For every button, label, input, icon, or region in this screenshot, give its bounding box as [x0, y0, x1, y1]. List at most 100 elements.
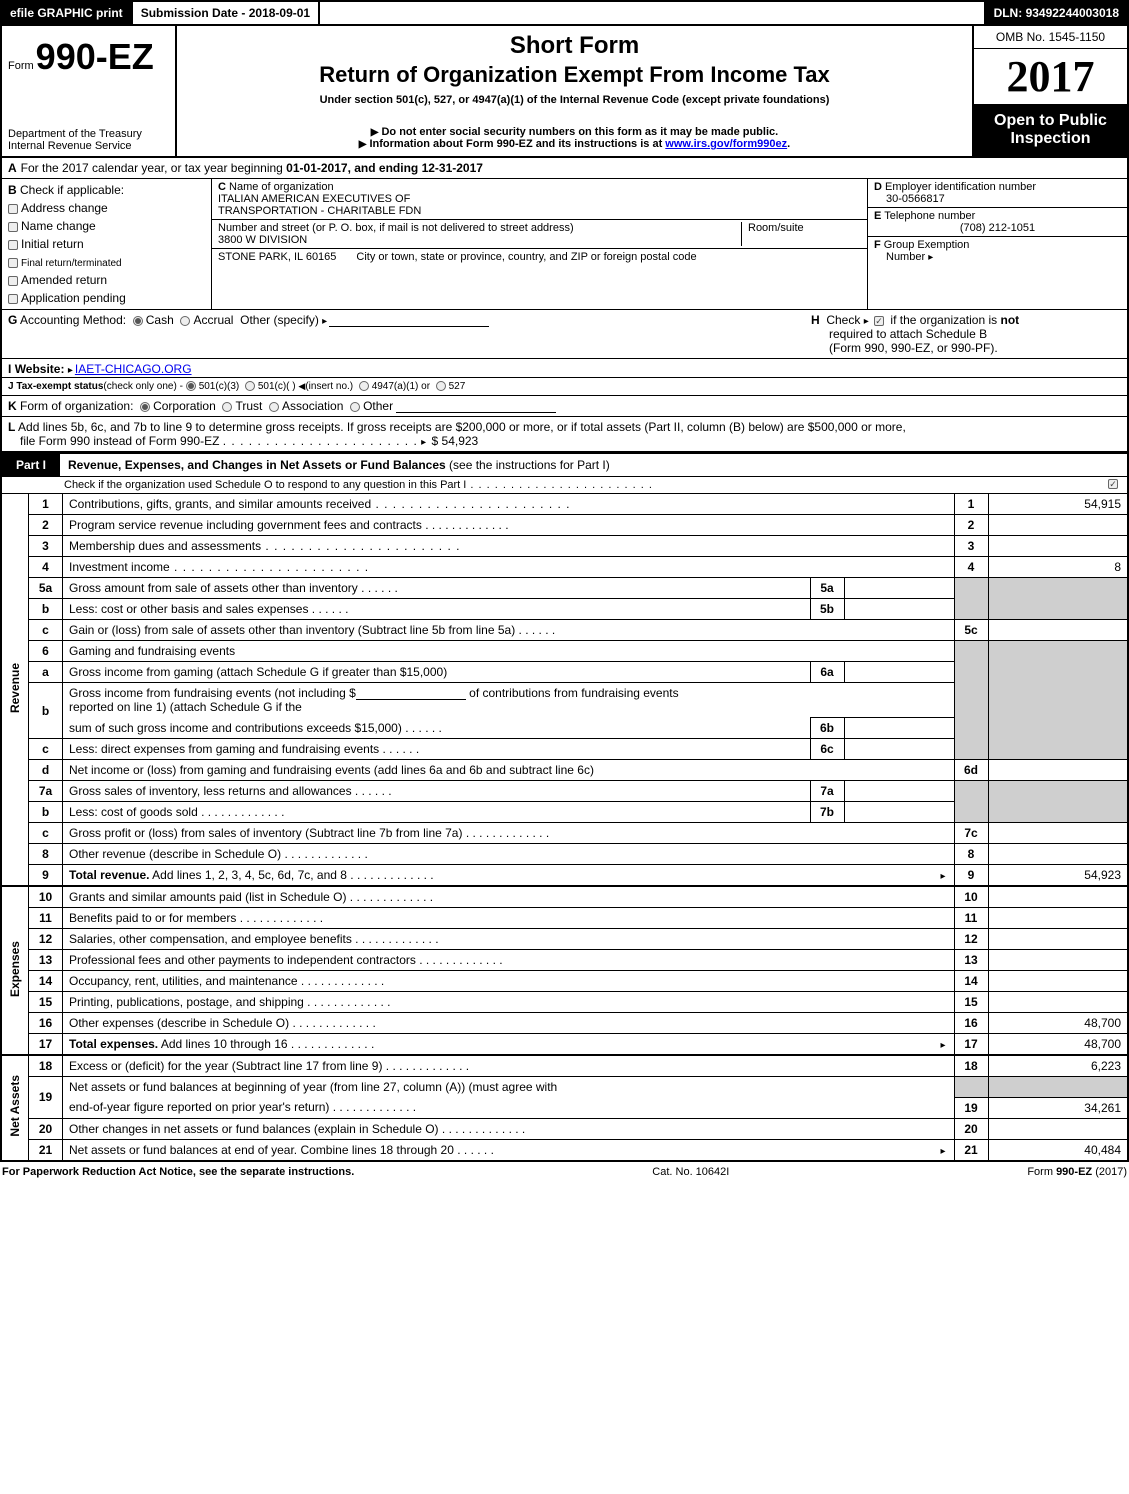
line-desc: Gaming and fundraising events [63, 641, 955, 662]
rval [988, 760, 1128, 781]
line-11: 11 Benefits paid to or for members 11 [1, 908, 1128, 929]
line-num: 11 [29, 908, 63, 929]
rval: 6,223 [988, 1055, 1128, 1077]
rnum-shade [954, 641, 988, 760]
omb-number: OMB No. 1545-1150 [974, 26, 1127, 49]
rval-shade [988, 641, 1128, 760]
part-1-table: Revenue 1 Contributions, gifts, grants, … [0, 493, 1129, 1162]
line-desc: Gross sales of inventory, less returns a… [69, 784, 352, 798]
g-other-blank[interactable] [329, 315, 489, 327]
page-footer: For Paperwork Reduction Act Notice, see … [0, 1162, 1129, 1182]
line-desc: Other revenue (describe in Schedule O) [69, 847, 281, 861]
h-post1: if the organization is [890, 313, 1000, 327]
dots [515, 623, 555, 637]
dln: DLN: 93492244003018 [984, 0, 1129, 26]
arrow-icon [322, 313, 329, 327]
radio-trust[interactable] [222, 402, 232, 412]
room-label: Room/suite [748, 222, 804, 234]
rnum: 3 [954, 536, 988, 557]
checkbox-application-pending[interactable] [8, 294, 18, 304]
radio-association[interactable] [269, 402, 279, 412]
vtab-revenue-label: Revenue [8, 663, 22, 713]
h-post2: required to attach Schedule B [811, 327, 987, 341]
rval [988, 950, 1128, 971]
line-8: 8 Other revenue (describe in Schedule O)… [1, 844, 1128, 865]
line-10: Expenses 10 Grants and similar amounts p… [1, 886, 1128, 908]
k-other-blank[interactable] [396, 401, 556, 413]
opt-name-change: Name change [21, 219, 96, 233]
subnum: 6b [810, 718, 844, 739]
rnum: 20 [954, 1118, 988, 1139]
subval [844, 718, 954, 739]
checkbox-amended-return[interactable] [8, 276, 18, 286]
line-num: 14 [29, 971, 63, 992]
arrow-icon [940, 1037, 947, 1051]
line-num: b [29, 802, 63, 823]
dots [281, 847, 368, 861]
h-pre: Check [826, 313, 860, 327]
arrow-icon [940, 868, 947, 882]
line-5a: 5a Gross amount from sale of assets othe… [1, 578, 1128, 599]
radio-527[interactable] [436, 381, 446, 391]
part-1-header: Part I Revenue, Expenses, and Changes in… [0, 453, 1129, 477]
section-a-end: 12-31-2017 [422, 161, 483, 175]
line-19-2: end-of-year figure reported on prior yea… [1, 1097, 1128, 1118]
checkbox-final-return[interactable] [8, 258, 18, 268]
part-1-subcheck: Check if the organization used Schedule … [0, 477, 1129, 493]
radio-other[interactable] [350, 402, 360, 412]
radio-4947[interactable] [359, 381, 369, 391]
dots [198, 805, 285, 819]
opt-initial-return: Initial return [21, 237, 84, 251]
line-num: 4 [29, 557, 63, 578]
dots [289, 1016, 376, 1030]
radio-501c3[interactable] [186, 381, 196, 391]
open-public-1: Open to Public [978, 112, 1123, 130]
line-num: 17 [29, 1034, 63, 1056]
vtab-net-assets-label: Net Assets [8, 1075, 22, 1137]
rnum: 15 [954, 992, 988, 1013]
instructions-link[interactable]: www.irs.gov/form990ez [665, 138, 787, 150]
dln-label: DLN: [994, 6, 1026, 20]
checkbox-initial-return[interactable] [8, 240, 18, 250]
rval [988, 620, 1128, 641]
g-accrual: Accrual [193, 313, 233, 327]
line-9: 9 Total revenue. Add lines 1, 2, 3, 4, 5… [1, 865, 1128, 887]
rval: 54,915 [988, 494, 1128, 515]
radio-501c[interactable] [245, 381, 255, 391]
line-num: 8 [29, 844, 63, 865]
rnum-shade [954, 578, 988, 620]
j-o2: 501(c)( ) [258, 381, 296, 392]
rnum: 10 [954, 886, 988, 908]
rval: 40,484 [988, 1139, 1128, 1161]
subnum: 7b [810, 802, 844, 823]
dots [346, 890, 433, 904]
line-desc: Contributions, gifts, grants, and simila… [69, 497, 371, 511]
checkbox-schedule-o[interactable] [1108, 479, 1118, 489]
checkbox-h[interactable] [874, 316, 884, 326]
line-desc: Less: direct expenses from gaming and fu… [69, 742, 379, 756]
section-c-label: Name of organization [229, 181, 334, 193]
l-value: $ 54,923 [432, 434, 479, 448]
radio-corporation[interactable] [140, 402, 150, 412]
section-b: B Check if applicable: Address change Na… [2, 179, 212, 309]
arrow-icon [864, 313, 871, 327]
l-text1: Add lines 5b, 6c, and 7b to line 9 to de… [18, 420, 906, 434]
radio-accrual[interactable] [180, 316, 190, 326]
rnum: 1 [954, 494, 988, 515]
opt-application-pending: Application pending [21, 291, 126, 305]
l-text2: file Form 990 instead of Form 990-EZ [8, 434, 219, 448]
blank-6b[interactable] [356, 688, 466, 700]
line-desc: Net assets or fund balances at end of ye… [69, 1143, 454, 1157]
line-num: 15 [29, 992, 63, 1013]
org-city: STONE PARK, IL 60165 [218, 251, 336, 265]
form-notices: Do not enter social security numbers on … [185, 126, 964, 150]
subnum: 6a [810, 662, 844, 683]
k-trust: Trust [235, 399, 262, 413]
k-assoc: Association [282, 399, 343, 413]
checkbox-address-change[interactable] [8, 204, 18, 214]
checkbox-name-change[interactable] [8, 222, 18, 232]
website-link[interactable]: IAET-CHICAGO.ORG [75, 362, 192, 376]
section-j: J Tax-exempt status(check only one) - 50… [0, 378, 1129, 396]
k-corp: Corporation [153, 399, 216, 413]
radio-cash[interactable] [133, 316, 143, 326]
